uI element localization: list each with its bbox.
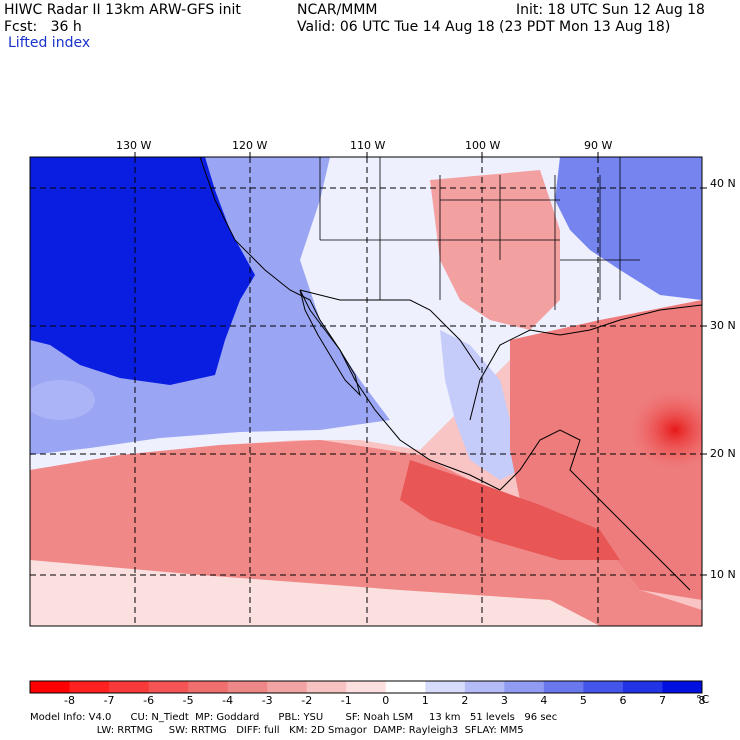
unstable-region-gulf [510, 300, 702, 600]
colorbar-tick-label: 1 [421, 694, 429, 707]
state-borders [319, 157, 640, 310]
colorbar-tick-label: 7 [658, 694, 666, 707]
map-frame [29, 156, 703, 627]
model-title: HIWC Radar II 13km ARW-GFS init [4, 2, 241, 18]
lat-label-30n: 30 N [710, 319, 736, 332]
colorbar-swatch [583, 681, 624, 693]
model-info-line1: Model Info: V4.0 CU: N_Tiedt MP: Goddard… [30, 712, 558, 723]
colorbar-tick-label: -6 [143, 694, 155, 707]
colorbar-tick-label: -2 [301, 694, 313, 707]
lat-label-10n: 10 N [710, 568, 736, 581]
valid-time: Valid: 06 UTC Tue 14 Aug 18 (23 PDT Mon … [297, 19, 671, 35]
lat-lon-grid [30, 157, 702, 626]
stable-patch-west [30, 380, 95, 420]
unstable-hotspot-caribbean [630, 390, 702, 470]
colorbar-swatch [425, 681, 466, 693]
coastline-yucatan [499, 429, 691, 591]
colorbar-swatch [504, 681, 545, 693]
colorbar-tick-label: 2 [461, 694, 469, 707]
colorbar-tick-label: -5 [182, 694, 194, 707]
colorbar-swatch [662, 681, 703, 693]
border-us-mexico [299, 289, 481, 371]
colorbar-frame [29, 680, 703, 694]
colorbar-swatch [464, 681, 505, 693]
lon-label-100w: 100 W [465, 139, 501, 152]
lon-label-120w: 120 W [232, 139, 268, 152]
colorbar-tick-label: 5 [579, 694, 587, 707]
colorbar-swatch [148, 681, 189, 693]
colorbar-tick-label: -3 [261, 694, 273, 707]
lat-label-40n: 40 N [710, 177, 736, 190]
model-info-line2: LW: RRTMG SW: RRTMG DIFF: full KM: 2D Sm… [30, 725, 524, 736]
colorbar [29, 680, 703, 694]
colorbar-swatch [69, 681, 110, 693]
colorbar-tick-label: -7 [103, 694, 115, 707]
colorbar-swatch [306, 681, 347, 693]
field-name: Lifted index [8, 35, 91, 51]
colorbar-unit: °C [696, 693, 710, 706]
colorbar-swatch [30, 681, 71, 693]
stable-region-mexico [440, 330, 520, 480]
colorbar-swatch [188, 681, 229, 693]
colorbar-tick-label: -8 [64, 694, 75, 707]
unstable-band-mexico-coast [400, 460, 620, 560]
lon-label-90w: 90 W [584, 139, 613, 152]
colorbar-tick-label: 3 [500, 694, 508, 707]
lon-label-130w: 130 W [116, 139, 152, 152]
lat-label-20n: 20 N [710, 447, 736, 460]
colorbar-swatch [543, 681, 584, 693]
colorbar-swatch [385, 681, 426, 693]
colorbar-swatch [346, 681, 387, 693]
axis-ticks [134, 152, 707, 576]
coastline-west [199, 157, 501, 491]
colorbar-swatch [109, 681, 150, 693]
stable-region-northeast [555, 157, 702, 300]
init-time: Init: 18 UTC Sun 12 Aug 18 [516, 2, 705, 18]
colorbar-swatch [267, 681, 308, 693]
coastline-gulf [469, 304, 702, 421]
neutral-band-south [30, 560, 600, 626]
unstable-region-plains [430, 170, 560, 330]
forecast-hour: Fcst: 36 h [4, 19, 82, 35]
colorbar-tick-label: -1 [340, 694, 352, 707]
colorbar-tick-label: -4 [222, 694, 234, 707]
strong-stable-core [30, 157, 255, 385]
lon-label-110w: 110 W [350, 139, 386, 152]
colorbar-tick-label: 8 [698, 694, 706, 707]
coastline-baja [299, 289, 361, 397]
colorbar-swatch [622, 681, 663, 693]
colorbar-tick-label: 6 [619, 694, 627, 707]
org-label: NCAR/MMM [297, 2, 378, 18]
colorbar-swatch [227, 681, 268, 693]
colorbar-tick-label: 4 [540, 694, 548, 707]
colorbar-tick-label: 0 [382, 694, 390, 707]
